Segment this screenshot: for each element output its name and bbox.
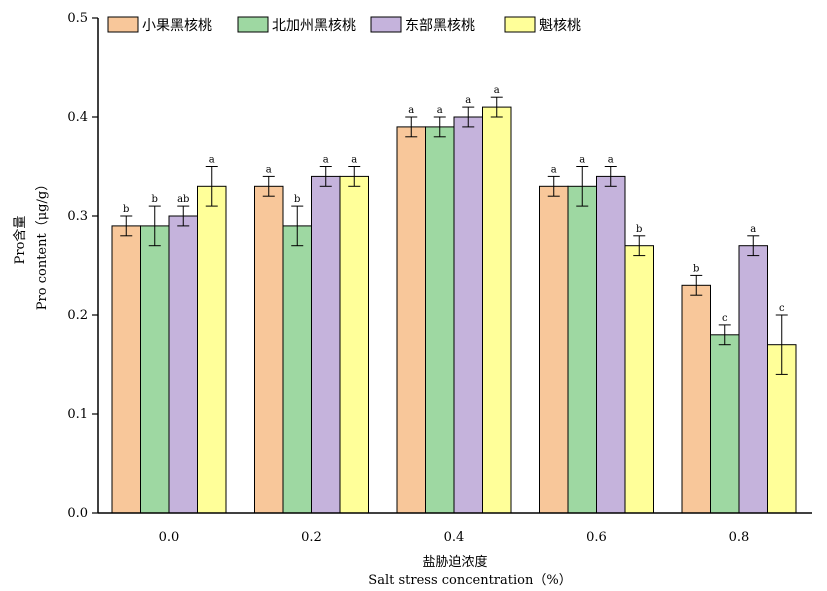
bar	[197, 185, 227, 514]
x-axis-title-en: Salt stress concentration（%）	[368, 573, 571, 588]
y-tick-label: 0.3	[67, 209, 88, 224]
significance-label: a	[608, 155, 614, 166]
legend-label: 小果黑核桃	[142, 18, 212, 34]
significance-label: ab	[177, 194, 189, 205]
bar	[339, 175, 369, 514]
bar	[539, 185, 569, 514]
bar	[168, 215, 198, 514]
bar	[282, 225, 312, 514]
bar	[738, 245, 768, 514]
bar	[567, 185, 597, 514]
legend-swatch	[107, 16, 139, 33]
significance-label: a	[351, 155, 357, 166]
y-tick-label: 0.2	[67, 308, 88, 323]
significance-label: a	[494, 85, 500, 96]
significance-label: b	[152, 194, 158, 205]
legend-swatch	[504, 16, 536, 33]
x-tick-label: 0.0	[159, 530, 180, 545]
legend-swatch	[237, 16, 269, 33]
significance-label: b	[294, 194, 300, 205]
x-axis-ticks: 0.0 0.2 0.4 0.6 0.8	[159, 530, 750, 545]
bar	[111, 225, 141, 514]
y-axis-title-cn: Pro含量	[12, 216, 28, 265]
significance-label: a	[551, 164, 557, 175]
legend-label: 东部黑核桃	[405, 18, 475, 34]
x-tick-label: 0.6	[586, 530, 607, 545]
significance-label: a	[266, 164, 272, 175]
bar	[425, 126, 455, 514]
significance-label: c	[779, 303, 785, 314]
bar	[254, 185, 284, 514]
significance-label: a	[465, 95, 471, 106]
y-tick-label: 0.5	[67, 11, 88, 26]
bar	[482, 106, 512, 514]
legend-label: 魁核桃	[539, 18, 581, 34]
significance-label: a	[750, 224, 756, 235]
bar	[140, 225, 170, 514]
legend-swatch	[370, 16, 402, 33]
y-tick-label: 0.1	[67, 407, 88, 422]
significance-label: a	[579, 155, 585, 166]
x-tick-label: 0.8	[729, 530, 750, 545]
bar	[681, 284, 711, 514]
y-tick-label: 0.0	[67, 506, 88, 521]
significance-label: a	[437, 105, 443, 116]
y-axis-title-en: Pro content（μg/g）	[35, 178, 50, 310]
bar	[596, 175, 626, 514]
y-tick-label: 0.4	[67, 110, 88, 125]
y-axis-ticks: 0.0 0.1 0.2 0.3 0.4 0.5	[67, 11, 98, 521]
bar	[624, 245, 654, 514]
bar	[311, 175, 341, 514]
bar	[396, 126, 426, 514]
significance-label: a	[408, 105, 414, 116]
significance-label: b	[636, 224, 642, 235]
significance-label: b	[693, 263, 699, 274]
x-tick-label: 0.4	[444, 530, 465, 545]
significance-label: b	[123, 204, 129, 215]
x-axis-title-cn: 盐胁迫浓度	[422, 554, 487, 570]
significance-label: a	[323, 155, 329, 166]
significance-label: c	[722, 313, 728, 324]
x-tick-label: 0.2	[301, 530, 322, 545]
legend: 小果黑核桃 北加州黑核桃 东部黑核桃 魁核桃	[107, 16, 581, 34]
bar	[710, 334, 740, 514]
bar	[453, 116, 483, 514]
legend-label: 北加州黑核桃	[272, 18, 356, 34]
significance-label: a	[209, 155, 215, 166]
